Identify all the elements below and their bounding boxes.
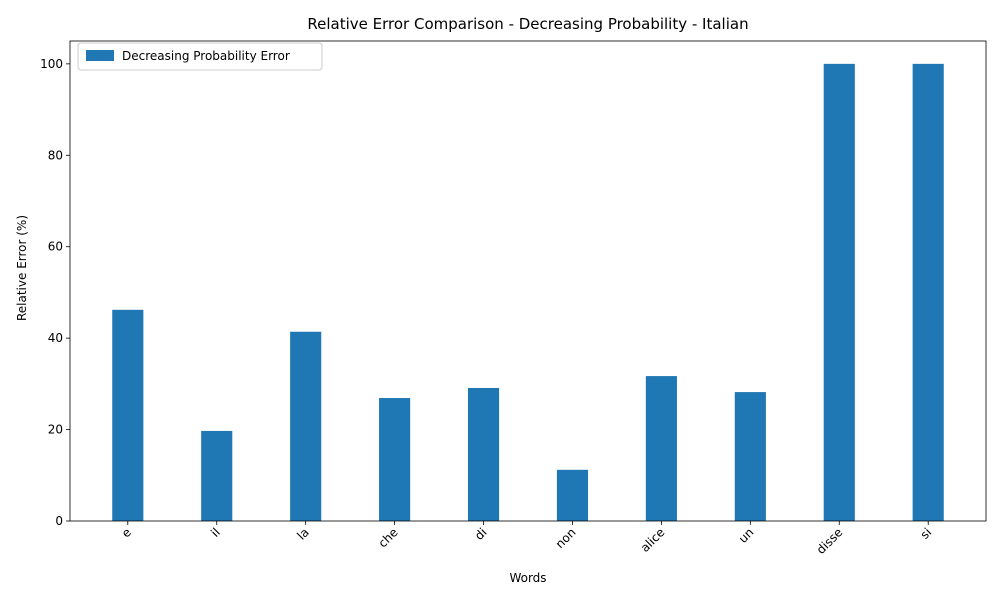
bar-un [734,392,766,521]
y-tick-label: 100 [40,57,63,71]
y-tick-label: 80 [48,148,63,162]
bars-layer [112,63,944,522]
bar-alice [645,376,677,521]
bar-la [290,331,322,521]
legend-frame [77,42,323,71]
chart-title: Relative Error Comparison - Decreasing P… [307,15,748,33]
y-tick-label: 20 [48,423,63,437]
bar-e [112,309,144,521]
legend-label: Decreasing Probability Error [122,49,290,63]
bar-di [467,387,500,521]
y-axis-label: Relative Error (%) [15,215,29,321]
bar-disse [823,63,855,522]
bar-non [556,469,589,521]
plot-frame [69,40,987,522]
y-tick-label: 60 [48,240,63,254]
x-axis-label: Words [509,571,546,585]
legend: Decreasing Probability Error [77,42,323,71]
bar-il [201,430,233,521]
bar-si [912,63,944,522]
y-tick-label: 0 [55,514,63,528]
y-tick-label: 40 [48,331,63,345]
bar-che [379,398,411,521]
legend-swatch [86,50,114,61]
